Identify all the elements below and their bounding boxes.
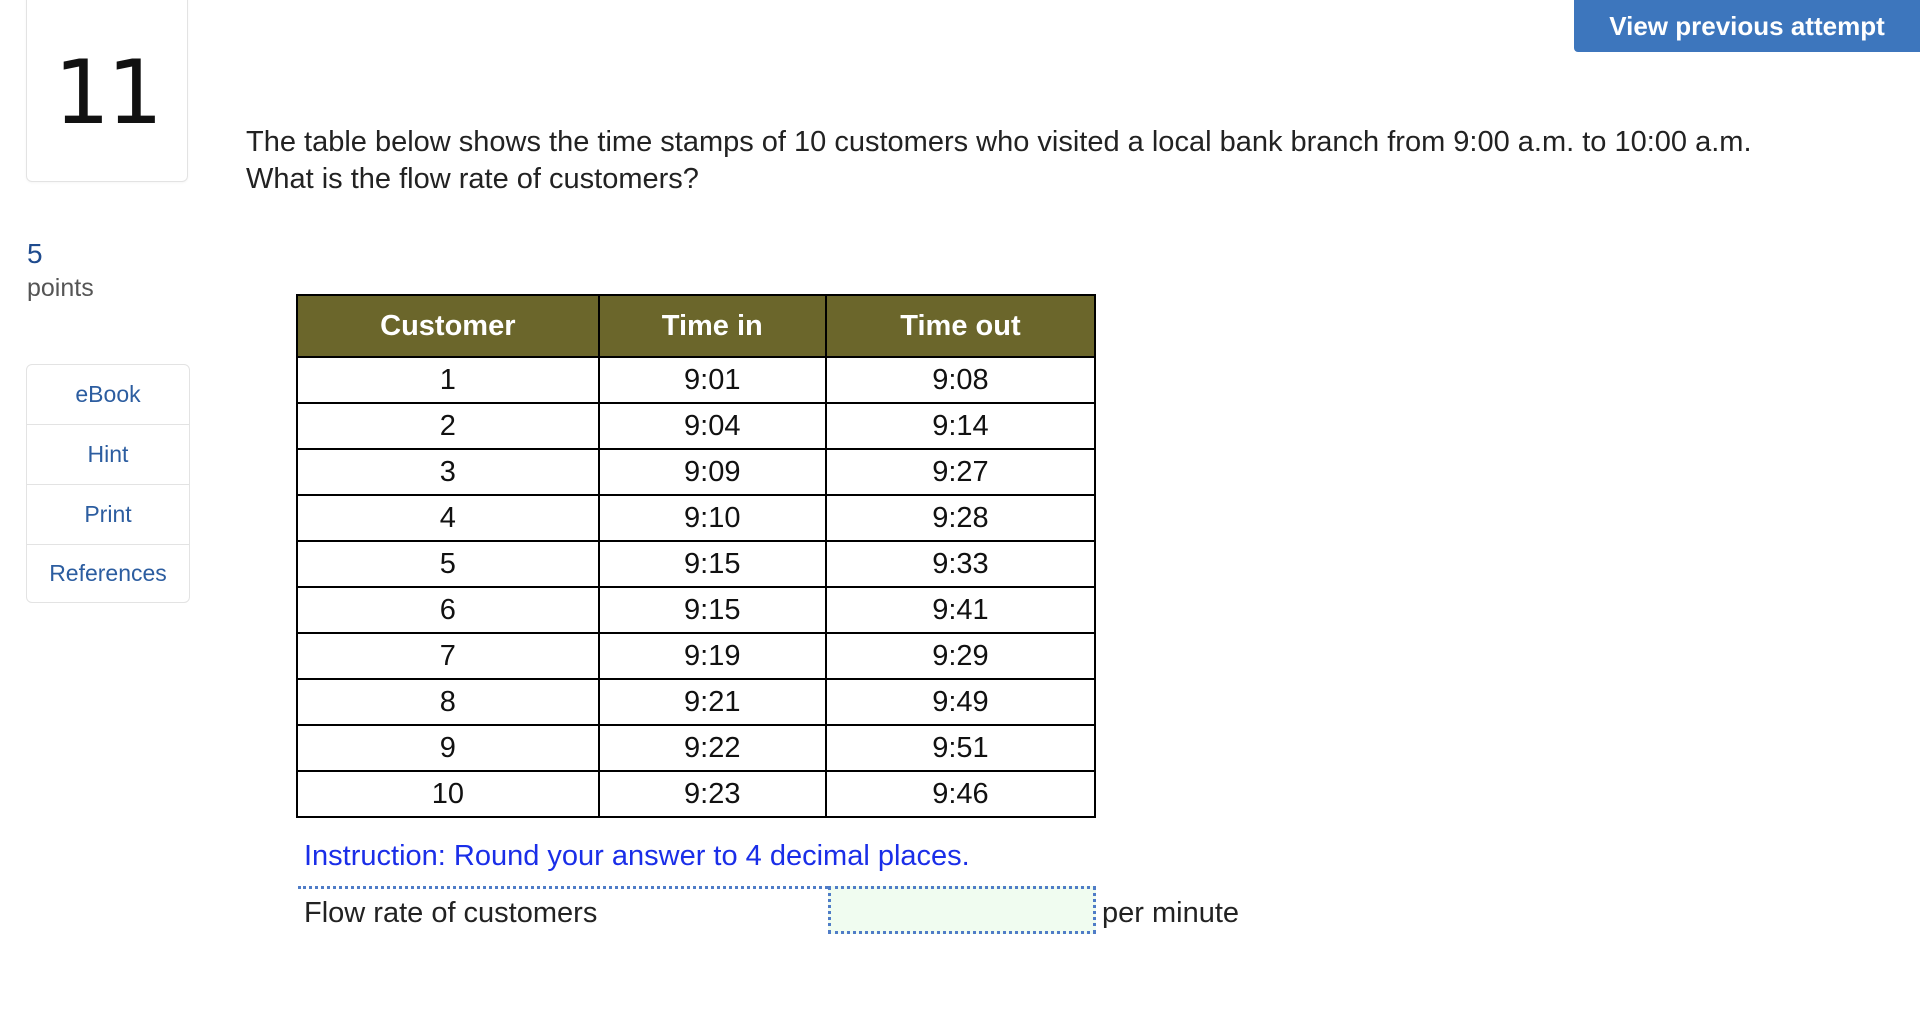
cell-time-in: 9:23 (597, 770, 827, 818)
cell-customer: 1 (296, 356, 600, 404)
cell-customer: 9 (296, 724, 600, 772)
cell-customer: 4 (296, 494, 600, 542)
table-row: 1 9:01 9:08 (296, 356, 1097, 404)
cell-time-out: 9:14 (824, 402, 1097, 450)
table-row: 3 9:09 9:27 (296, 448, 1097, 496)
table-row: 7 9:19 9:29 (296, 632, 1097, 680)
table-row: 2 9:04 9:14 (296, 402, 1097, 450)
question-line-1: The table below shows the time stamps of… (246, 126, 1752, 158)
cell-time-out: 9:41 (824, 586, 1097, 634)
cell-time-out: 9:33 (824, 540, 1097, 588)
cell-customer: 5 (296, 540, 600, 588)
cell-customer: 10 (296, 770, 600, 818)
sidebar-references[interactable]: References (49, 560, 167, 586)
cell-time-out: 9:27 (824, 448, 1097, 496)
table-row: 8 9:21 9:49 (296, 678, 1097, 726)
cell-time-out: 9:08 (824, 356, 1097, 404)
sidebar-print[interactable]: Print (27, 485, 189, 545)
question-number-card: 11 (26, 0, 188, 182)
cell-customer: 3 (296, 448, 600, 496)
table-row: 6 9:15 9:41 (296, 586, 1097, 634)
cell-time-in: 9:10 (597, 494, 827, 542)
cell-time-in: 9:15 (597, 540, 827, 588)
sidebar-tools: eBook Hint Print References (26, 364, 190, 603)
sidebar-hint[interactable]: Hint (27, 425, 189, 485)
cell-time-in: 9:19 (597, 632, 827, 680)
answer-row-divider (298, 886, 828, 889)
cell-time-out: 9:29 (824, 632, 1097, 680)
column-header-customer: Customer (296, 294, 600, 358)
flow-rate-label: Flow rate of customers (304, 897, 598, 929)
cell-customer: 2 (296, 402, 600, 450)
cell-time-out: 9:51 (824, 724, 1097, 772)
flow-rate-unit: per minute (1102, 897, 1240, 929)
cell-customer: 8 (296, 678, 600, 726)
question-number: 11 (54, 41, 163, 144)
view-previous-attempt-button[interactable]: View previous attempt (1574, 0, 1920, 52)
cell-time-in: 9:09 (597, 448, 827, 496)
sidebar-ebook[interactable]: eBook (27, 365, 189, 425)
customer-time-table: Customer Time in Time out 1 9:01 9:08 2 … (296, 294, 1097, 818)
table-row: 4 9:10 9:28 (296, 494, 1097, 542)
cell-time-in: 9:15 (597, 586, 827, 634)
table-row: 5 9:15 9:33 (296, 540, 1097, 588)
column-header-time-out: Time out (824, 294, 1097, 358)
cell-time-in: 9:01 (597, 356, 827, 404)
cell-time-out: 9:28 (824, 494, 1097, 542)
question-line-2: What is the flow rate of customers? (246, 163, 699, 195)
points-label: points (27, 274, 94, 302)
cell-time-in: 9:22 (597, 724, 827, 772)
rounding-instruction: Instruction: Round your answer to 4 deci… (304, 840, 970, 872)
cell-customer: 6 (296, 586, 600, 634)
table-row: 10 9:23 9:46 (296, 770, 1097, 818)
table-header-row: Customer Time in Time out (296, 294, 1097, 358)
column-header-time-in: Time in (597, 294, 827, 358)
cell-time-in: 9:04 (597, 402, 827, 450)
cell-time-out: 9:49 (824, 678, 1097, 726)
points-value: 5 (27, 238, 43, 269)
flow-rate-input[interactable] (828, 886, 1096, 934)
table-row: 9 9:22 9:51 (296, 724, 1097, 772)
cell-customer: 7 (296, 632, 600, 680)
cell-time-out: 9:46 (824, 770, 1097, 818)
question-text: The table below shows the time stamps of… (246, 124, 1886, 198)
cell-time-in: 9:21 (597, 678, 827, 726)
